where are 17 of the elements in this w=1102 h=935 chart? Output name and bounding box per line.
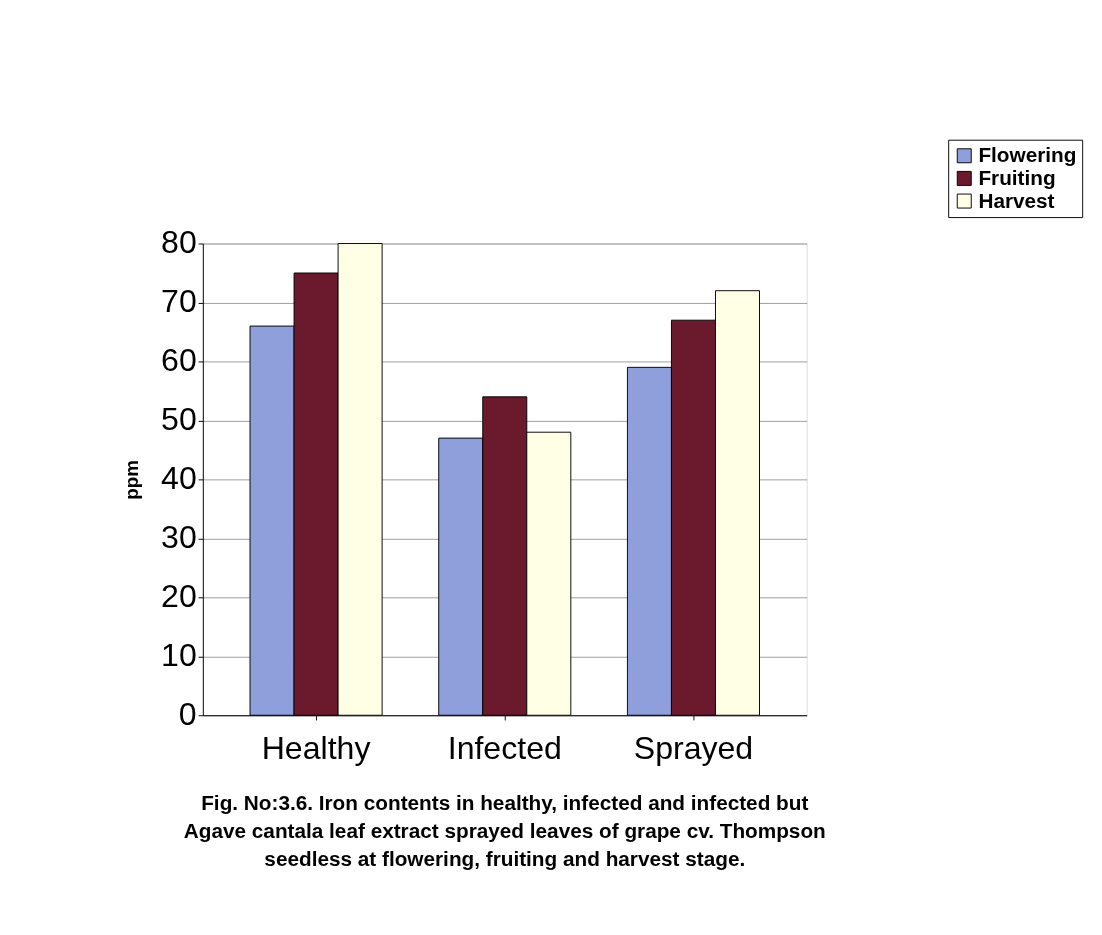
y-tick-label: 80 [161, 224, 197, 261]
legend-label: Harvest [978, 188, 1055, 212]
text: Fig. No:3.6. Iron contents in healthy, infected and infected but Agave cantala leaf extract sprayed leaves of grape cv. Thompson seedless at flowering, fruiting and harvest stage. [183, 790, 826, 871]
y-tick-label: 70 [161, 283, 197, 320]
y-tick-label: 60 [161, 342, 197, 379]
x-tick-label: Infected [447, 730, 562, 767]
x-tick-label: Healthy [261, 730, 371, 767]
y-tick-label: 20 [161, 578, 197, 615]
y-tick-label: 50 [161, 401, 197, 438]
y-tick-label: 40 [161, 460, 197, 497]
y-axis-title: ppm [121, 459, 143, 500]
y-tick-label: 10 [161, 637, 197, 674]
legend-label: Flowering [978, 143, 1077, 167]
y-tick-label: 0 [178, 696, 197, 733]
legend-label: Fruiting [978, 166, 1056, 190]
x-tick-label: Sprayed [633, 730, 754, 767]
y-tick-label: 30 [161, 519, 197, 556]
